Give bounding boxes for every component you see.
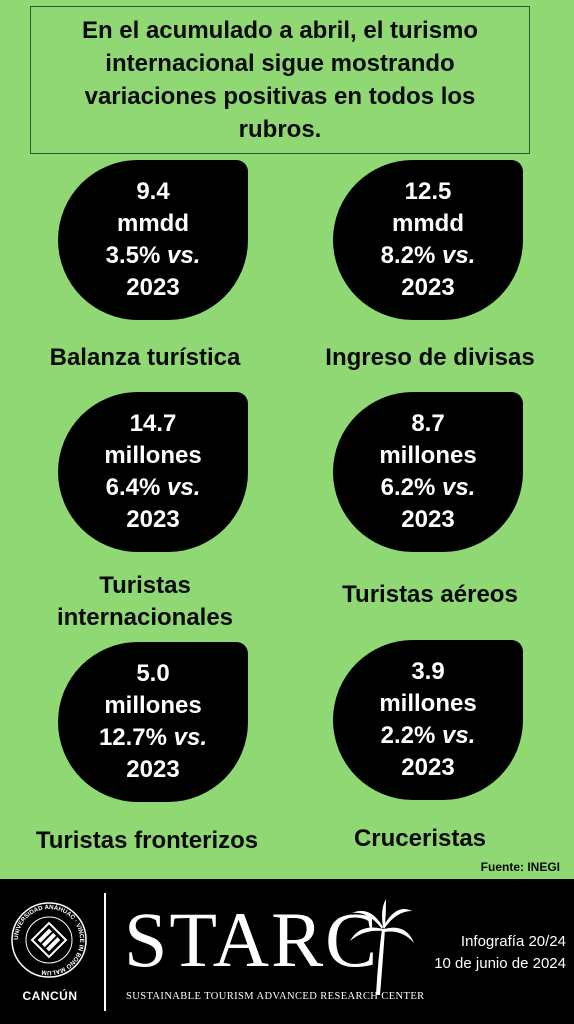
stat-year: 2023 <box>401 274 455 301</box>
university-seal-logo: UNIVERSIDAD ANÁHUAC · VINCE IN BONO MALU… <box>11 902 87 978</box>
stat-change: 8.2% vs. <box>380 242 476 269</box>
stat-card-internacionales: 14.7 millones 6.4% vs. 2023 Turistas int… <box>10 390 280 640</box>
stat-change: 2.2% vs. <box>380 722 476 749</box>
stat-year: 2023 <box>401 754 455 781</box>
stat-value: 5.0 <box>136 660 170 687</box>
stat-label: Turistas aéreos <box>342 581 518 608</box>
stat-label: Balanza turística <box>49 344 241 371</box>
issue-info: Infografía 20/24 10 de junio de 2024 <box>434 931 566 975</box>
stat-card-cruceristas: 3.9 millones 2.2% vs. 2023 Cruceristas <box>295 640 565 860</box>
stat-change: 3.5% vs. <box>105 242 201 269</box>
stat-change: 12.7% vs. <box>98 724 208 751</box>
brand-logo-text: STARC <box>124 896 380 983</box>
stat-label: Turistas fronterizos <box>35 827 259 854</box>
stat-unit: millones <box>379 442 477 469</box>
headline: En el acumulado a abril, el turismo inte… <box>81 17 479 143</box>
stat-drop: 9.4 mmdd 3.5% vs. 2023 <box>58 160 248 320</box>
stat-label: Cruceristas <box>353 825 487 852</box>
footer-divider <box>104 893 106 1011</box>
stat-value: 9.4 <box>136 178 170 205</box>
stat-drop: 8.7 millones 6.2% vs. 2023 <box>333 392 523 552</box>
issue-number: Infografía 20/24 <box>460 933 566 950</box>
stat-label: Turistas internacionales <box>56 572 234 631</box>
stat-card-divisas: 12.5 mmdd 8.2% vs. 2023 Ingreso de divis… <box>295 160 565 380</box>
stat-card-balanza: 9.4 mmdd 3.5% vs. 2023 Balanza turística <box>10 160 280 380</box>
stat-year: 2023 <box>401 506 455 533</box>
headline-box: En el acumulado a abril, el turismo inte… <box>30 6 530 154</box>
footer-bar: UNIVERSIDAD ANÁHUAC · VINCE IN BONO MALU… <box>0 879 574 1024</box>
stat-drop: 14.7 millones 6.4% vs. 2023 <box>58 392 248 552</box>
stat-label: Ingreso de divisas <box>325 344 535 371</box>
stat-drop: 12.5 mmdd 8.2% vs. 2023 <box>333 160 523 320</box>
stat-year: 2023 <box>126 274 180 301</box>
stat-unit: mmdd <box>117 210 189 237</box>
university-name: CANCÚN <box>22 989 78 1003</box>
stat-card-aereos: 8.7 millones 6.2% vs. 2023 Turistas aére… <box>295 390 565 610</box>
stat-card-fronterizos: 5.0 millones 12.7% vs. 2023 Turistas fro… <box>10 642 280 862</box>
stat-year: 2023 <box>126 506 180 533</box>
palm-tree-icon <box>350 899 414 995</box>
stat-unit: millones <box>104 692 202 719</box>
issue-date: 10 de junio de 2024 <box>434 955 566 972</box>
stat-drop: 3.9 millones 2.2% vs. 2023 <box>333 640 523 800</box>
stat-value: 8.7 <box>411 410 445 437</box>
stat-unit: mmdd <box>392 210 464 237</box>
stat-drop: 5.0 millones 12.7% vs. 2023 <box>58 642 248 802</box>
stat-change: 6.4% vs. <box>105 474 201 501</box>
stat-unit: millones <box>379 690 477 717</box>
stat-change: 6.2% vs. <box>380 474 476 501</box>
brand-subtitle: SUSTAINABLE TOURISM ADVANCED RESEARCH CE… <box>126 991 425 1002</box>
stat-value: 14.7 <box>129 410 177 437</box>
source-note: Fuente: INEGI <box>480 860 560 874</box>
stat-value: 12.5 <box>404 178 452 205</box>
stat-year: 2023 <box>126 756 180 783</box>
stat-value: 3.9 <box>411 658 445 685</box>
stat-unit: millones <box>104 442 202 469</box>
